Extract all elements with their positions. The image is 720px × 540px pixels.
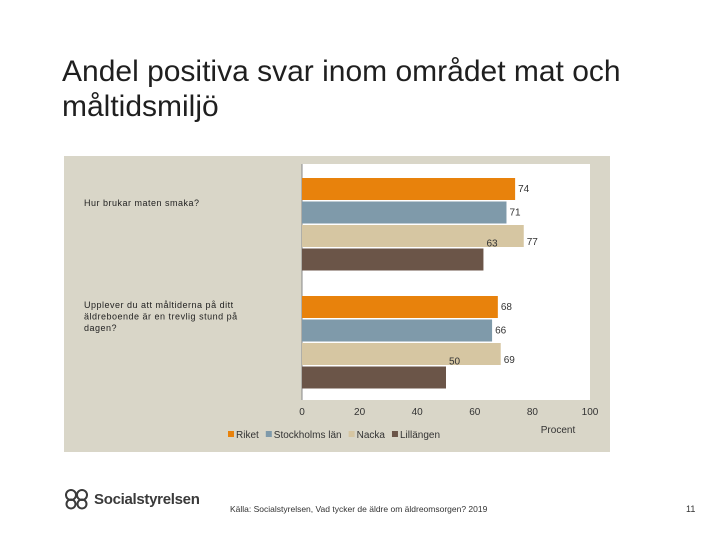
x-tick-label: 60 — [469, 407, 481, 418]
data-label: 74 — [518, 184, 530, 195]
socialstyrelsen-logo: Socialstyrelsen — [64, 488, 200, 510]
data-label: 50 — [449, 357, 461, 368]
category-label: Upplever du att måltiderna på ditt äldreb… — [84, 300, 238, 333]
bar — [302, 296, 498, 318]
bar — [302, 319, 493, 342]
bar — [302, 248, 484, 271]
bar-chart: 74 71 77 63 68 66 69 50 Hur brukar maten smaka? U… — [84, 164, 599, 441]
legend-label: Stockholms län — [274, 430, 342, 441]
data-label: 71 — [509, 208, 521, 219]
legend-swatch — [265, 431, 272, 437]
x-tick-label: 0 — [299, 407, 305, 418]
legend-swatch — [348, 431, 355, 437]
page-number: 11 — [686, 504, 696, 514]
data-label: 63 — [486, 239, 498, 250]
bar — [302, 178, 516, 200]
bar — [302, 201, 507, 224]
chart-panel: 74 71 77 63 68 66 69 50 Hur brukar maten smaka? U… — [64, 156, 610, 452]
legend-swatch — [228, 431, 234, 437]
bar — [302, 343, 501, 365]
data-label: 69 — [504, 355, 516, 366]
x-tick-label: 100 — [582, 407, 599, 418]
data-label: 68 — [501, 302, 513, 313]
legend-label: Nacka — [357, 430, 386, 441]
data-label: 66 — [495, 326, 507, 337]
slide-title: Andel positiva svar inom området mat och… — [62, 55, 621, 123]
x-axis-label: Procent — [541, 425, 576, 436]
logo-emblem-icon — [65, 489, 88, 510]
data-label: 77 — [527, 237, 539, 248]
category-label: Hur brukar maten smaka? — [84, 198, 200, 208]
legend-label: Riket — [236, 430, 259, 441]
x-tick-label: 20 — [354, 407, 366, 418]
bar — [302, 366, 446, 389]
x-tick-label: 80 — [527, 407, 539, 418]
logo-text: Socialstyrelsen — [94, 490, 200, 508]
legend-swatch — [391, 431, 398, 437]
legend-label: Lillängen — [400, 430, 440, 441]
x-tick-label: 40 — [412, 407, 424, 418]
source-note: Källa: Socialstyrelsen, Vad tycker de äl… — [230, 504, 488, 514]
bar — [302, 225, 524, 247]
